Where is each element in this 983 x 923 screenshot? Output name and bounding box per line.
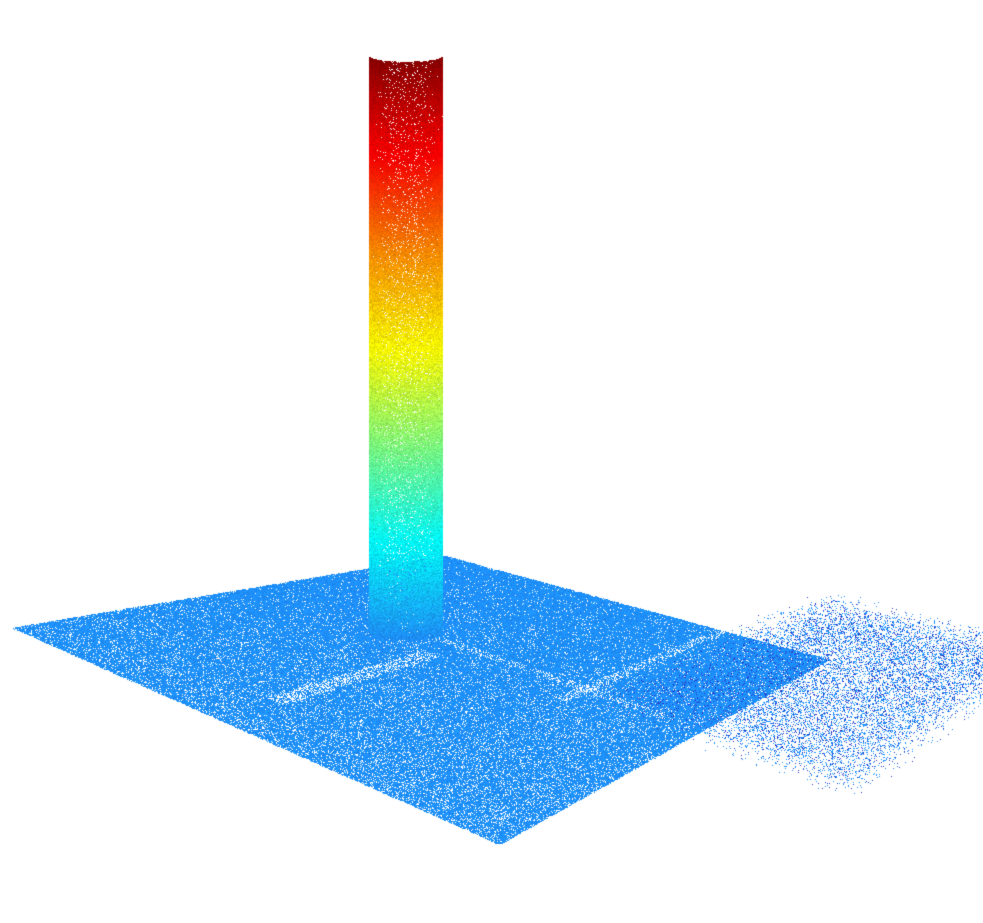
point-cloud-viewport[interactable] <box>0 0 983 923</box>
point-cloud-canvas[interactable] <box>0 0 983 923</box>
